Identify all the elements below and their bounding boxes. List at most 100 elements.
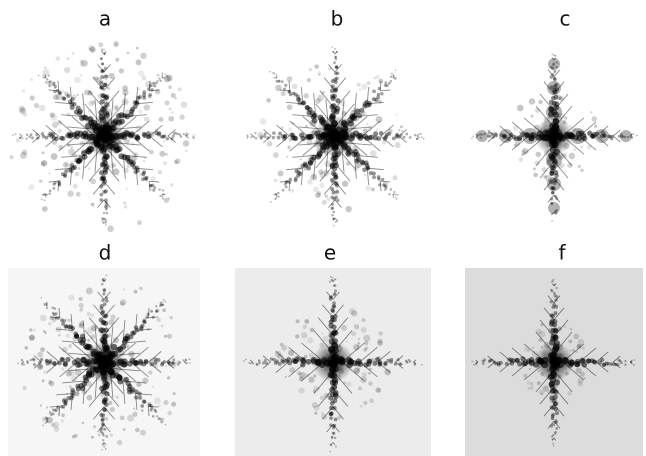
arm-cluster [106,212,109,215]
arm-cluster [359,108,364,113]
arm-cluster [186,132,188,134]
arm-cluster [481,360,483,362]
cross-cluster [499,129,513,143]
arm-cluster [555,55,557,57]
speckle [558,97,561,100]
core [314,115,356,157]
arm-cluster [550,289,553,292]
speckle [183,140,190,147]
arm-cluster [243,360,245,362]
arm-cluster [43,303,45,305]
speckle [78,323,83,328]
arm-cluster [395,196,397,198]
arm-cluster [100,93,105,98]
arm-cluster [154,410,157,413]
arm-cluster [300,357,306,363]
arm-cluster [488,132,491,135]
arm-cluster [21,137,23,139]
speckle [141,409,144,412]
speckle [74,77,81,84]
speckle [134,290,138,294]
speckle [374,77,376,79]
arm-cluster [163,299,165,301]
arm-cluster [183,133,185,135]
speckle [61,413,65,417]
arm-cluster [158,418,160,420]
arm-cluster [332,51,334,53]
fractal-image [8,268,200,456]
speckle [327,197,330,200]
arm-cluster [550,197,553,200]
speckle [538,100,542,104]
arm-cluster [256,363,258,365]
fractal-image [235,268,431,456]
cross-cluster [595,129,609,143]
arm-cluster [42,194,44,196]
arm-cluster [35,133,38,136]
panel-label: c [560,7,571,31]
speckle [521,153,524,156]
arm-cluster [475,363,477,365]
speckle [163,140,165,142]
speckle [312,402,318,408]
arm-cluster [414,364,416,366]
speckle [149,150,154,155]
arm-cluster [262,362,265,365]
speckle [66,371,72,377]
speckle [58,145,63,150]
speckle [50,114,57,121]
arm-cluster [332,211,335,214]
speckle [315,193,321,199]
speckle [40,347,45,352]
arm-cluster [607,362,611,366]
speckle [154,397,161,404]
arm-cluster [330,276,332,278]
speckle [20,152,27,159]
arm-cluster [146,313,149,316]
speckle [314,412,317,415]
speckle [362,372,367,377]
arm-cluster [300,136,305,141]
arm-cluster [100,307,104,311]
speckle [320,396,324,400]
arm-cluster [41,199,43,201]
speckle [533,173,538,178]
arm-cluster [163,194,165,196]
speckle [61,367,64,370]
speckle [77,94,79,96]
speckle [42,379,45,382]
speckle [527,349,530,352]
arm-cluster [331,437,333,439]
arm-cluster [83,115,89,121]
speckle [98,433,101,436]
arm-cluster [138,396,142,400]
arm-cluster [592,359,597,364]
arm-cluster [163,360,167,364]
speckle [321,332,323,334]
arm-cluster [414,362,416,364]
speckle [137,220,142,225]
arm-cluster [102,279,104,281]
arm-cluster [102,439,104,441]
arm-cluster [73,331,78,336]
speckle [87,312,91,316]
speckle [136,59,142,65]
arm-cluster [331,324,336,329]
arm-cluster [421,364,423,366]
speckle [169,108,172,111]
arm-cluster [186,362,188,364]
arm-cluster [101,419,105,423]
speckle [357,344,360,347]
arm-cluster [277,192,280,195]
arm-cluster [68,99,72,103]
arm-cluster [142,96,146,100]
speckle [400,125,403,128]
speckle [41,160,47,166]
speckle [314,65,317,68]
arm-cluster [59,136,64,141]
speckle [163,161,167,165]
arm-cluster [555,411,559,415]
speckle [309,68,313,72]
speckle [133,408,135,410]
arm-cluster [514,358,519,363]
